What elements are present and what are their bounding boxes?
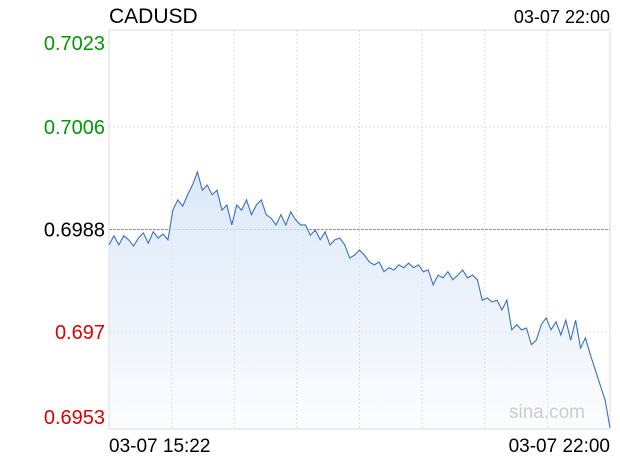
y-tick-label: 0.6953 — [44, 407, 105, 429]
price-line — [108, 170, 611, 428]
x-label-end: 03-07 22:00 — [509, 436, 610, 457]
y-tick-label: 0.7006 — [44, 117, 105, 139]
timestamp: 03-07 22:00 — [514, 7, 610, 27]
watermark: sina.com — [509, 402, 585, 423]
chart-title: CADUSD — [109, 5, 198, 28]
x-label-start: 03-07 15:22 — [109, 436, 210, 457]
y-tick-label: 0.6988 — [44, 220, 105, 242]
plot — [108, 170, 611, 429]
y-tick-label: 0.7023 — [44, 33, 105, 55]
y-tick-label: 0.697 — [55, 322, 105, 344]
area — [109, 171, 610, 429]
